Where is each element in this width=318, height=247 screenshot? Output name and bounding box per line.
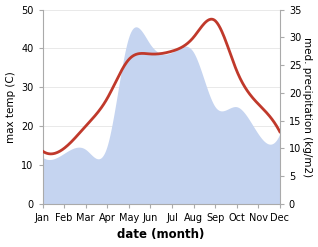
X-axis label: date (month): date (month) [117, 228, 205, 242]
Y-axis label: max temp (C): max temp (C) [5, 71, 16, 143]
Y-axis label: med. precipitation (kg/m2): med. precipitation (kg/m2) [302, 37, 313, 177]
